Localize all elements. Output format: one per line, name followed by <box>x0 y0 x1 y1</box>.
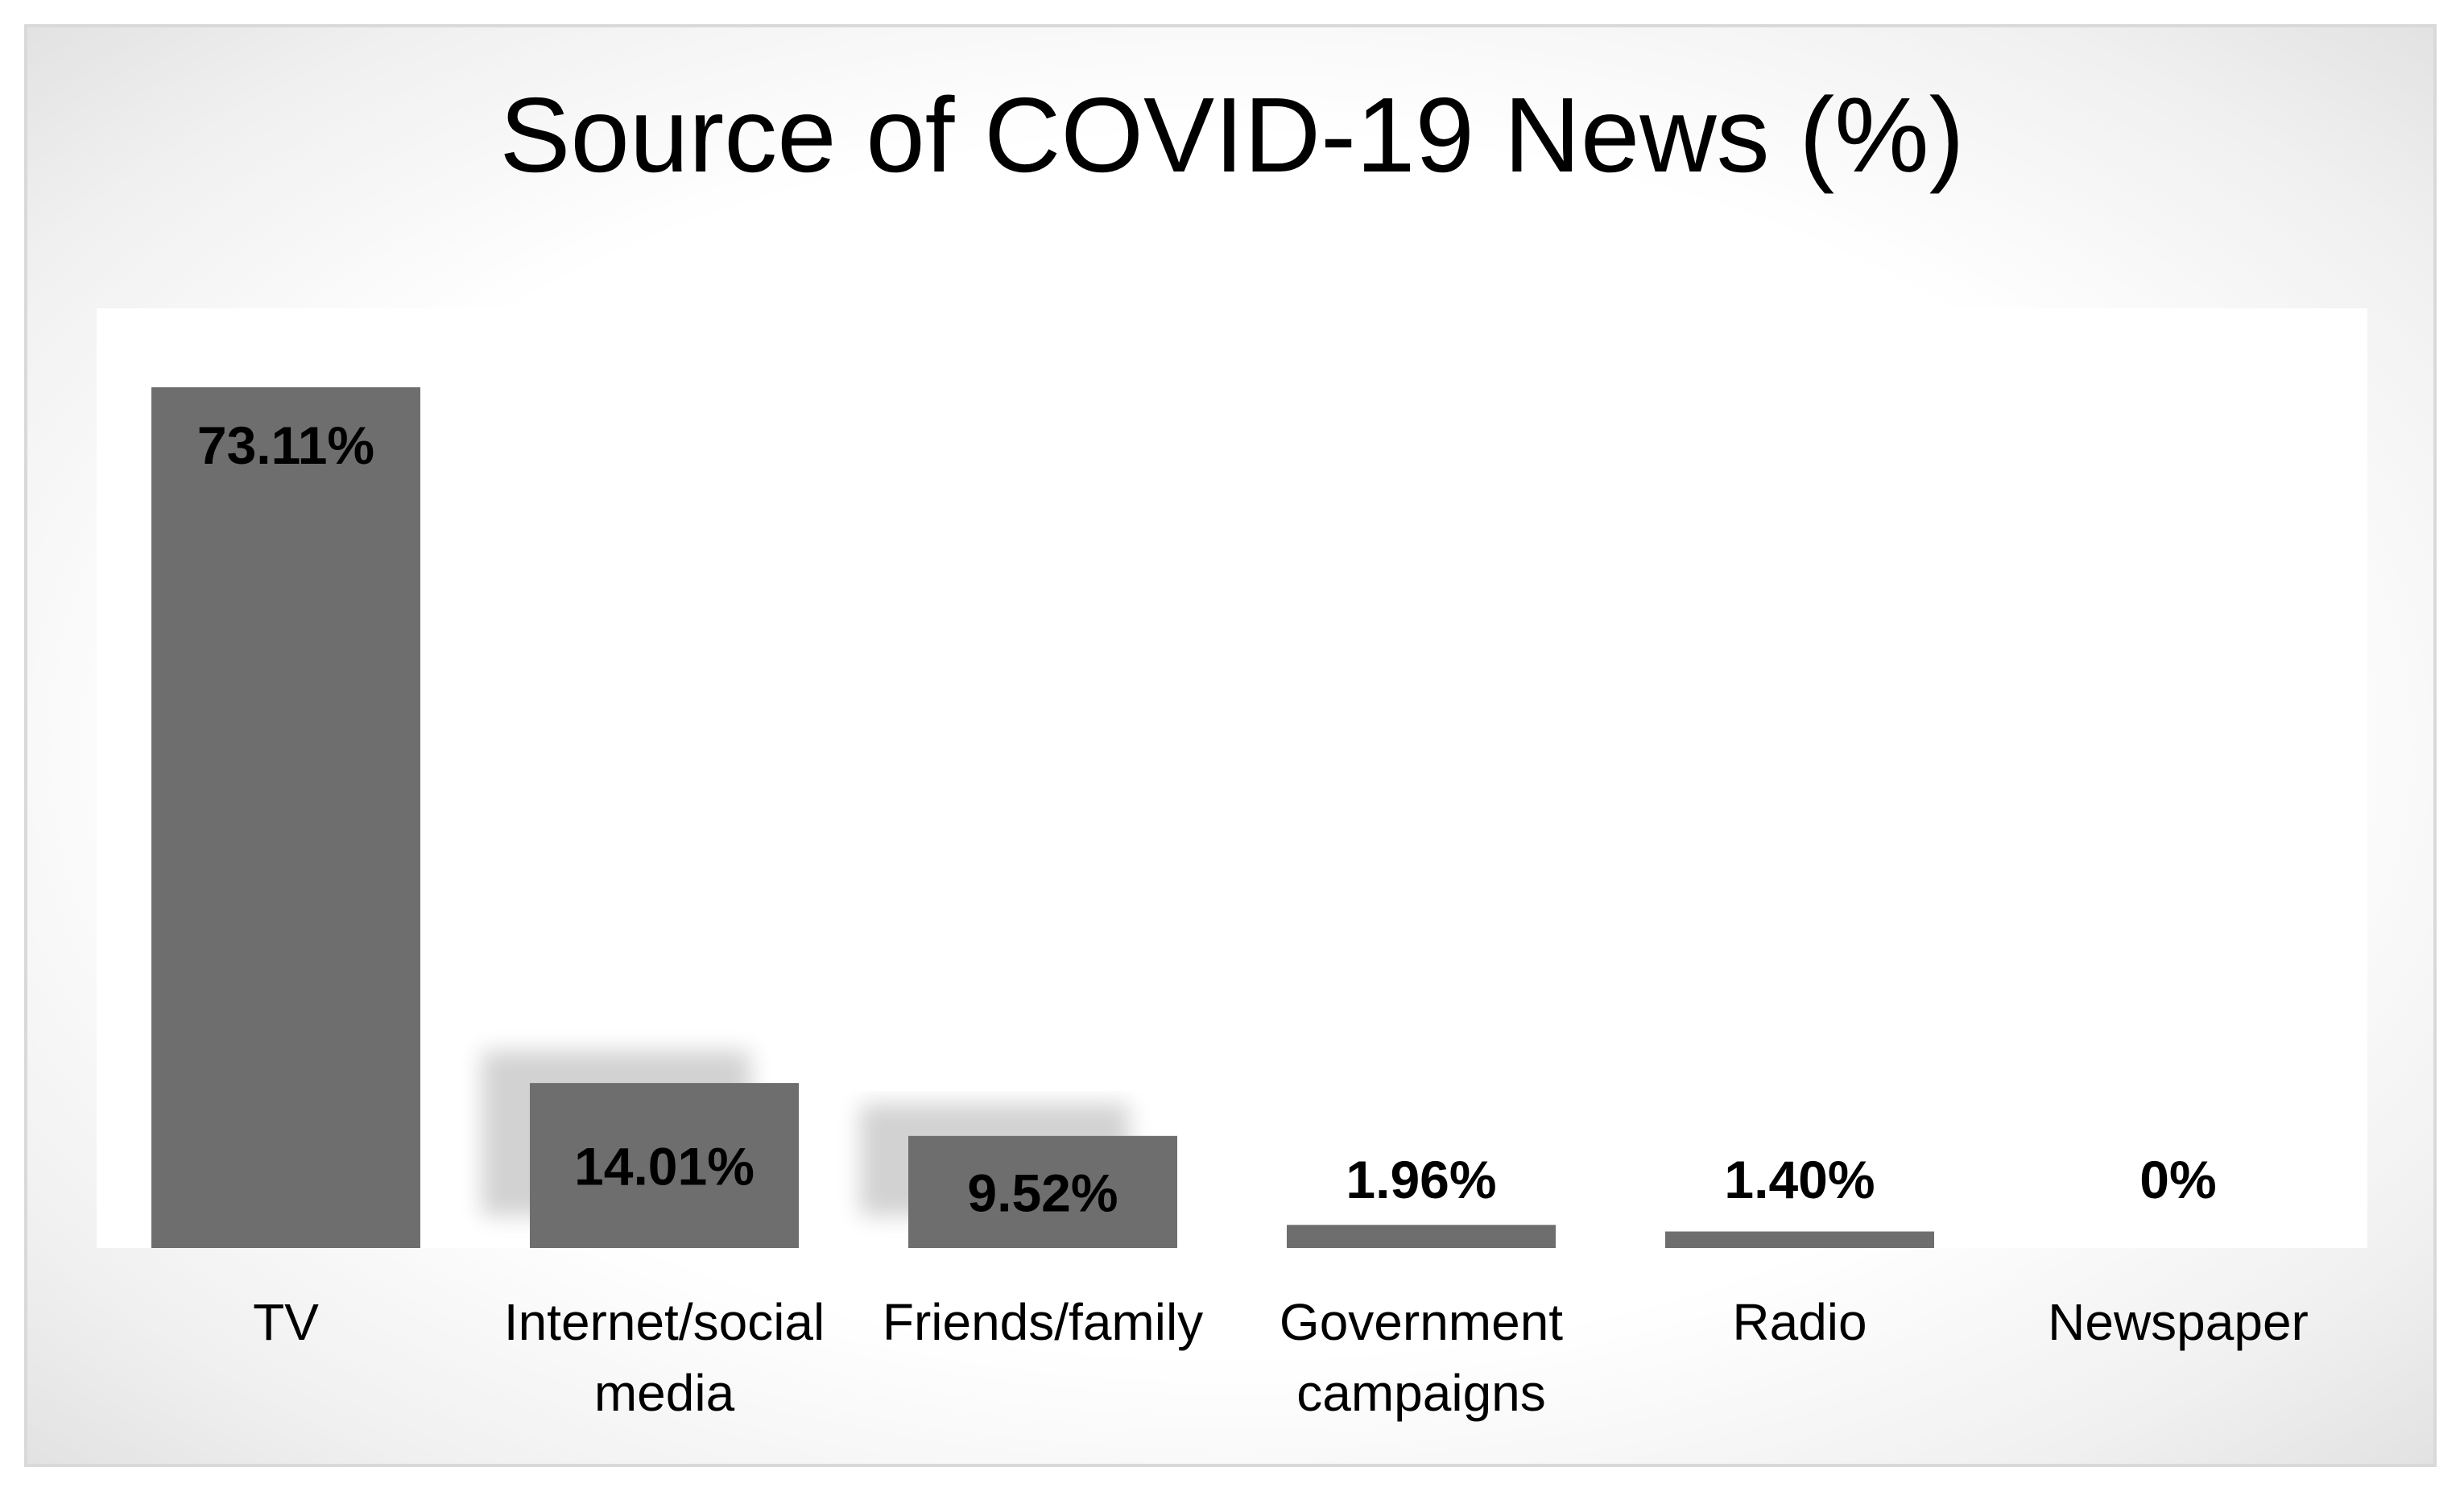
data-label: 1.96% <box>1346 1150 1496 1209</box>
data-labels-group: 73.11% 14.01% 9.52% 1.96% 1.40% 0% <box>197 415 2217 1222</box>
x-tick-label: campaigns <box>1296 1364 1546 1422</box>
plot-area <box>97 308 2367 1248</box>
data-label: 73.11% <box>197 415 374 475</box>
x-axis-tick-labels: TV Internet/social media Friends/family Gove… <box>253 1293 2309 1422</box>
bar-friends-family <box>908 1135 1177 1248</box>
x-tick-label: media <box>594 1364 735 1422</box>
bar-tv <box>151 387 420 1248</box>
x-tick-label: Radio <box>1732 1293 1867 1351</box>
data-label: 0% <box>2139 1150 2216 1209</box>
data-label: 14.01% <box>574 1137 754 1196</box>
x-tick-label: Internet/social <box>504 1293 825 1351</box>
bars-group <box>151 387 1934 1248</box>
bar-government-campaigns <box>1287 1225 1556 1248</box>
x-tick-label: Government <box>1280 1293 1563 1351</box>
data-label: 9.52% <box>967 1163 1118 1222</box>
bar-radio <box>1665 1231 1934 1248</box>
x-tick-label: TV <box>253 1293 319 1351</box>
data-label: 1.40% <box>1724 1150 1875 1209</box>
x-tick-label: Newspaper <box>2048 1293 2309 1351</box>
x-tick-label: Friends/family <box>883 1293 1203 1351</box>
bar-internet-social-media <box>530 1083 799 1248</box>
chart-title: Source of COVID-19 News (%) <box>499 76 1965 194</box>
